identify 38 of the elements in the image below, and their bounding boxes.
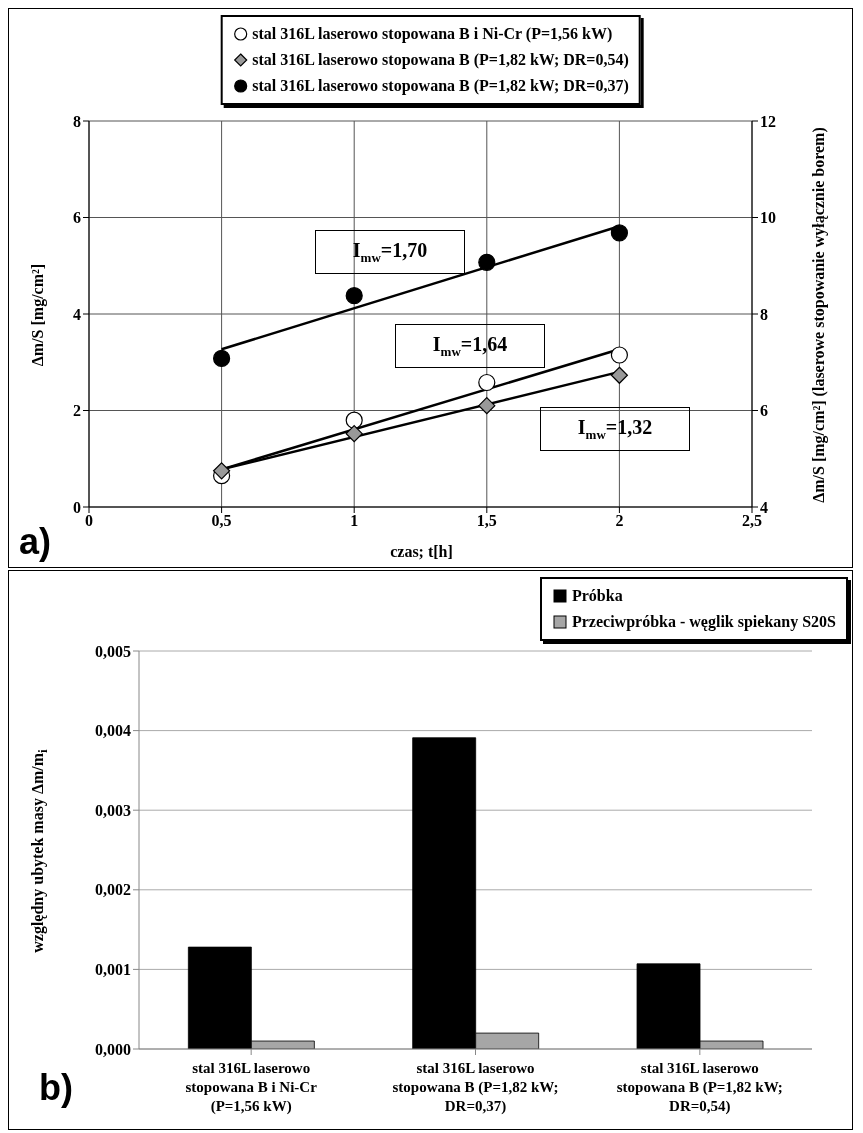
y2-axis-title: Δm/S [mg/cm²] (laserowe stopowanie wyłącznie borem) bbox=[810, 127, 828, 503]
y-tick-label: 0,000 bbox=[95, 1040, 131, 1058]
x-tick-label: 0,5 bbox=[211, 512, 232, 530]
annotation: I$_{mw}$=1,64 bbox=[432, 332, 508, 359]
legend-label: stal 316L laserowo stopowana B (P=1,82 kW; DR=0,37) bbox=[252, 76, 629, 97]
x-tick-label: stal 316L laserowo stopowana B (P=1,82 kW; DR=0,37) bbox=[392, 1060, 559, 1115]
label-box: I$_{mw}$=1,64 bbox=[395, 324, 545, 368]
y2-tick-label: 12 bbox=[760, 112, 776, 130]
legend-label: Próbka bbox=[571, 586, 623, 606]
y-tick-label: 0,002 bbox=[95, 881, 131, 899]
x-axis-title: czas; t[h] bbox=[389, 543, 454, 561]
y-tick-label: 0,004 bbox=[95, 722, 131, 740]
y-tick-label: 0,005 bbox=[95, 642, 131, 660]
legend-label: stal 316L laserowo stopowana B (P=1,82 kW; DR=0,54) bbox=[252, 50, 629, 71]
y-tick-label: 4 bbox=[73, 305, 81, 323]
y2-tick-label: 4 bbox=[760, 498, 768, 516]
y-axis-title: Δm/S [mg/cm²] bbox=[29, 263, 47, 367]
y2-tick-label: 6 bbox=[760, 402, 768, 420]
annotation: I$_{mw}$=1,70 bbox=[352, 238, 428, 265]
legend-label: Przeciwpróbka - węglik spiekany S20S bbox=[571, 612, 836, 633]
label-box: I$_{mw}$=1,70 bbox=[315, 230, 465, 274]
x-tick-label: 2 bbox=[615, 512, 624, 530]
y-tick-label: 8 bbox=[73, 112, 81, 130]
y-tick-label: 0,003 bbox=[95, 801, 131, 819]
text: b) bbox=[39, 1067, 73, 1109]
text: a) bbox=[19, 521, 52, 563]
y2-tick-label: 8 bbox=[760, 305, 768, 323]
x-tick-label: 1,5 bbox=[476, 512, 497, 530]
x-tick-label: stal 316L laserowo stopowana B (P=1,82 kW; DR=0,54) bbox=[616, 1060, 783, 1115]
legend-label: stal 316L laserowo stopowana B i Ni-Cr (P=1,56 kW) bbox=[252, 24, 613, 45]
y-tick-label: 6 bbox=[73, 209, 81, 227]
x-tick-label: stal 316L laserowo stopowana B i Ni-Cr (P=1,56 kW) bbox=[185, 1060, 318, 1115]
y-tick-label: 0 bbox=[73, 498, 81, 516]
y-tick-label: 2 bbox=[73, 402, 81, 420]
x-tick-label: 2,5 bbox=[742, 512, 762, 530]
y2-tick-label: 10 bbox=[760, 209, 776, 227]
x-tick-label: 1 bbox=[350, 512, 359, 530]
y-tick-label: 0,001 bbox=[95, 961, 131, 979]
